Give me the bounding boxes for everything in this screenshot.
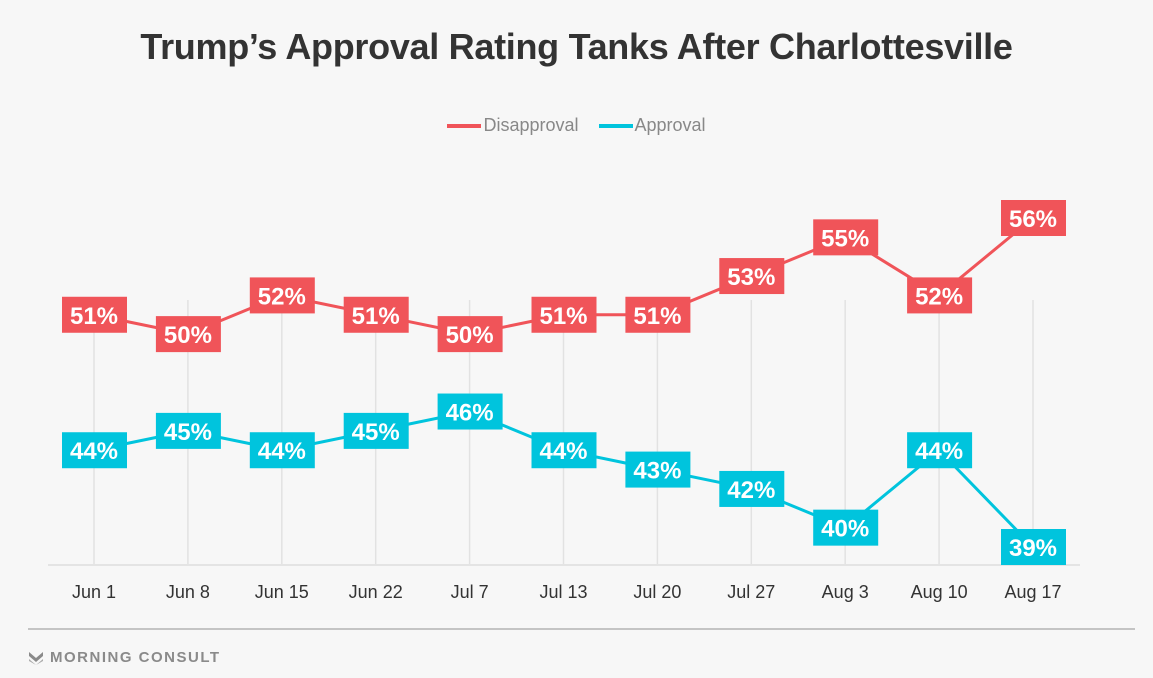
data-value: 51%: [633, 303, 681, 330]
data-value: 53%: [727, 264, 775, 291]
data-label-disapproval[interactable]: 52%: [907, 277, 973, 314]
data-value: 52%: [258, 283, 306, 310]
data-value: 44%: [258, 438, 306, 465]
legend-label-disapproval: Disapproval: [483, 115, 579, 135]
data-value: 55%: [821, 225, 869, 252]
x-tick-labels: Jun 1 Jun 8 Jun 15 Jun 22 Jul 7 Jul 13 Jul 20 J…: [72, 582, 1062, 602]
brand-name: MORNING CONSULT: [50, 649, 221, 666]
legend-swatch-disapproval: [447, 123, 482, 128]
data-label-approval[interactable]: 46%: [437, 393, 503, 430]
data-label-disapproval[interactable]: 56%: [1001, 200, 1066, 236]
data-value: 45%: [164, 419, 212, 446]
data-label-disapproval[interactable]: 50%: [155, 316, 221, 353]
data-label-approval[interactable]: 45%: [343, 412, 409, 449]
x-tick-label: Jun 8: [166, 582, 210, 602]
data-point-marker: [625, 296, 691, 333]
data-point-marker: [437, 393, 503, 430]
data-value: 52%: [915, 283, 963, 310]
data-value: 44%: [70, 438, 118, 465]
data-label-approval[interactable]: 44%: [249, 432, 315, 469]
data-point-marker: [343, 412, 409, 449]
data-point-marker: [719, 470, 785, 507]
data-label-disapproval[interactable]: 53%: [719, 258, 785, 295]
footer-divider: [28, 628, 1135, 630]
data-value: 42%: [727, 477, 775, 504]
data-label-approval[interactable]: 43%: [625, 451, 691, 488]
data-label-approval[interactable]: 44%: [531, 432, 597, 469]
data-label-disapproval[interactable]: 52%: [249, 277, 315, 314]
data-point-marker: [155, 412, 221, 449]
data-point-marker: [531, 296, 597, 333]
data-point-marker: [813, 219, 879, 256]
data-point-marker: [249, 277, 315, 314]
data-value: 43%: [633, 458, 681, 485]
data-label-disapproval[interactable]: 51%: [625, 296, 691, 333]
data-point-marker: [155, 316, 221, 353]
data-label-disapproval[interactable]: 51%: [62, 296, 127, 333]
data-value: 50%: [164, 322, 212, 349]
data-label-disapproval[interactable]: 51%: [343, 296, 409, 333]
data-value: 39%: [1009, 535, 1057, 562]
data-point-marker: [907, 432, 973, 469]
data-label-approval[interactable]: 39%: [1001, 529, 1066, 565]
line-chart: Jun 1 Jun 8 Jun 15 Jun 22 Jul 7 Jul 13 Jul 20 J…: [48, 200, 1080, 602]
data-value: 51%: [352, 303, 400, 330]
x-tick-label: Jul 20: [633, 582, 681, 602]
data-point-marker: [62, 296, 127, 333]
x-tick-label: Aug 17: [1004, 582, 1061, 602]
x-tick-label: Jul 27: [727, 582, 775, 602]
data-value: 40%: [821, 516, 869, 543]
chart-title: Trump’s Approval Rating Tanks After Char…: [140, 26, 1013, 67]
legend-swatch-approval: [598, 123, 633, 128]
x-tick-label: Jul 13: [539, 582, 587, 602]
data-label-approval[interactable]: 40%: [813, 509, 879, 546]
data-point-marker: [719, 258, 785, 295]
x-tick-label: Jul 7: [451, 582, 489, 602]
data-label-approval[interactable]: 44%: [907, 432, 973, 469]
data-label-approval[interactable]: 42%: [719, 470, 785, 507]
data-value: 46%: [446, 400, 494, 427]
x-tick-label: Jun 1: [72, 582, 116, 602]
x-tick-label: Jun 22: [349, 582, 403, 602]
data-label-disapproval[interactable]: 55%: [813, 219, 879, 256]
morning-consult-chevron-icon: [29, 651, 43, 665]
data-label-approval[interactable]: 45%: [155, 412, 221, 449]
legend-item-approval[interactable]: Approval: [598, 115, 706, 136]
data-point-marker: [343, 296, 409, 333]
data-point-marker: [1001, 529, 1066, 565]
legend-label-approval: Approval: [634, 115, 706, 135]
data-label-approval[interactable]: 44%: [62, 432, 127, 469]
data-point-marker: [531, 432, 597, 469]
data-label-disapproval[interactable]: 51%: [531, 296, 597, 333]
data-value: 51%: [539, 303, 587, 330]
legend: Disapproval Approval: [0, 115, 1153, 136]
data-value: 44%: [915, 438, 963, 465]
data-point-marker: [249, 432, 315, 469]
data-value: 45%: [352, 419, 400, 446]
data-point-marker: [62, 432, 127, 469]
data-labels: 51% 50% 52% 51% 50% 51% 51% 53% 55% 52% 56% 44% 45% 4…: [62, 200, 1066, 565]
x-tick-label: Aug 3: [822, 582, 869, 602]
x-tick-label: Aug 10: [911, 582, 968, 602]
data-value: 50%: [446, 322, 494, 349]
data-point-marker: [907, 277, 973, 314]
data-value: 44%: [539, 438, 587, 465]
legend-item-disapproval[interactable]: Disapproval: [447, 115, 579, 136]
brand-logo: MORNING CONSULT: [28, 649, 221, 666]
data-point-marker: [813, 509, 879, 546]
data-label-disapproval[interactable]: 50%: [437, 316, 503, 353]
data-value: 56%: [1009, 206, 1057, 233]
data-point-marker: [1001, 200, 1066, 236]
data-value: 51%: [70, 303, 118, 330]
x-tick-label: Jun 15: [255, 582, 309, 602]
data-point-marker: [437, 316, 503, 353]
data-point-marker: [625, 451, 691, 488]
